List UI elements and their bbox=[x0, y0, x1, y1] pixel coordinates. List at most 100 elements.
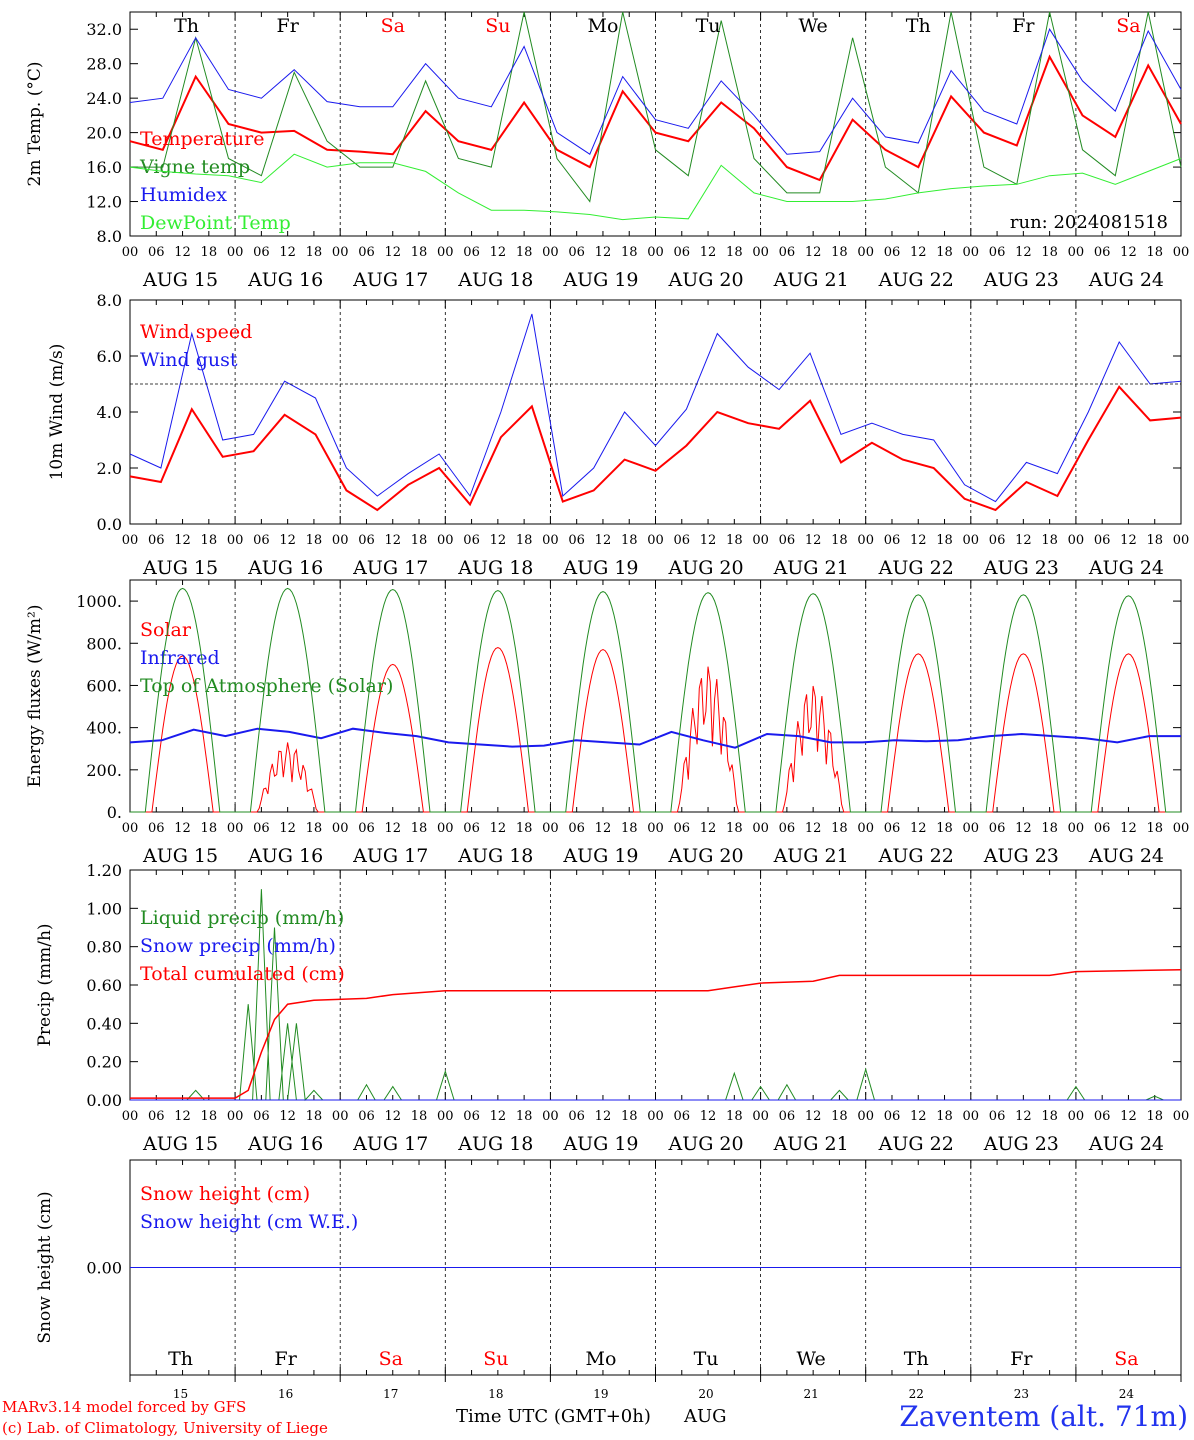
series-line-wind-speed bbox=[129, 385, 1182, 512]
hour-tick-label: 00 bbox=[227, 245, 244, 260]
hour-tick-label: 06 bbox=[148, 1109, 165, 1124]
hour-tick-label: 06 bbox=[463, 821, 480, 836]
date-label: AUG 16 bbox=[247, 845, 323, 867]
hour-tick-label: 00 bbox=[122, 821, 139, 836]
y-axis-label: 10m Wind (m/s) bbox=[47, 344, 67, 481]
hour-tick-label: 00 bbox=[1068, 821, 1085, 836]
hour-tick-label: 00 bbox=[647, 1109, 664, 1124]
hour-tick-label: 12 bbox=[384, 821, 401, 836]
hour-tick-label: 06 bbox=[989, 821, 1006, 836]
y-tick-label: 200. bbox=[86, 761, 122, 780]
y-tick-label: 0.0 bbox=[97, 515, 122, 534]
hour-tick-label: 00 bbox=[963, 245, 980, 260]
y-tick-label: 2.0 bbox=[97, 459, 122, 478]
hour-tick-label: 00 bbox=[857, 533, 874, 548]
hour-tick-label: 00 bbox=[857, 821, 874, 836]
date-label: AUG 21 bbox=[773, 269, 849, 291]
hour-tick-label: 18 bbox=[411, 245, 428, 260]
hour-tick-label: 06 bbox=[568, 533, 585, 548]
hour-tick-label: 00 bbox=[1068, 245, 1085, 260]
hour-tick-label: 00 bbox=[122, 245, 139, 260]
hour-tick-label: 18 bbox=[1041, 245, 1058, 260]
hour-tick-label: 18 bbox=[1146, 1109, 1163, 1124]
day-number-label: 23 bbox=[1014, 1387, 1029, 1401]
date-label: AUG 19 bbox=[562, 1133, 638, 1155]
date-label: AUG 21 bbox=[773, 1133, 849, 1155]
day-number-label: 17 bbox=[383, 1387, 398, 1401]
y-tick-label: 28.0 bbox=[86, 55, 122, 74]
hour-tick-label: 18 bbox=[831, 821, 848, 836]
hour-tick-label: 12 bbox=[700, 821, 717, 836]
hour-tick-label: 06 bbox=[148, 245, 165, 260]
hour-tick-label: 18 bbox=[726, 1109, 743, 1124]
hour-tick-label: 00 bbox=[752, 1109, 769, 1124]
date-label: AUG 18 bbox=[457, 269, 533, 291]
legend-entry: Wind speed bbox=[140, 321, 252, 343]
legend-entry: Wind gust bbox=[140, 349, 238, 371]
date-label: AUG 24 bbox=[1088, 557, 1164, 579]
hour-tick-label: 12 bbox=[700, 245, 717, 260]
date-label: AUG 24 bbox=[1088, 845, 1164, 867]
hour-tick-label: 18 bbox=[936, 245, 953, 260]
date-label: AUG 17 bbox=[352, 1133, 428, 1155]
y-tick-label: 16.0 bbox=[86, 158, 122, 177]
hour-tick-label: 00 bbox=[437, 245, 454, 260]
hour-tick-label: 06 bbox=[884, 533, 901, 548]
weekday-label-top: Fr bbox=[1012, 15, 1035, 37]
date-label: AUG 23 bbox=[983, 1133, 1059, 1155]
hour-tick-label: 18 bbox=[1146, 245, 1163, 260]
day-number-label: 16 bbox=[278, 1387, 293, 1401]
hour-tick-label: 00 bbox=[227, 533, 244, 548]
hour-tick-label: 06 bbox=[674, 245, 691, 260]
y-tick-label: 0.40 bbox=[86, 1014, 122, 1033]
day-number-label: 20 bbox=[698, 1387, 713, 1401]
day-number-label: 22 bbox=[909, 1387, 924, 1401]
hour-tick-label: 18 bbox=[936, 1109, 953, 1124]
hour-tick-label: 18 bbox=[411, 1109, 428, 1124]
hour-tick-label: 00 bbox=[963, 1109, 980, 1124]
weekday-label-bottom: Sa bbox=[1114, 1348, 1138, 1370]
y-axis-label: Precip (mm/h) bbox=[35, 923, 55, 1046]
date-label: AUG 23 bbox=[983, 845, 1059, 867]
legend-entry: Liquid precip (mm/h) bbox=[140, 907, 344, 929]
hour-tick-label: 06 bbox=[989, 1109, 1006, 1124]
hour-tick-label: 12 bbox=[595, 245, 612, 260]
date-label: AUG 18 bbox=[457, 1133, 533, 1155]
hour-tick-label: 06 bbox=[463, 1109, 480, 1124]
hour-tick-label: 18 bbox=[831, 533, 848, 548]
hour-tick-label: 00 bbox=[227, 1109, 244, 1124]
weekday-label-bottom: We bbox=[797, 1348, 826, 1370]
hour-tick-label: 12 bbox=[1120, 821, 1137, 836]
weekday-label-top: Sa bbox=[381, 15, 405, 37]
series-line-wind-gust bbox=[129, 313, 1182, 503]
date-label: AUG 16 bbox=[247, 269, 323, 291]
date-label: AUG 17 bbox=[352, 845, 428, 867]
hour-tick-label: 00 bbox=[752, 821, 769, 836]
legend-entry: Top of Atmosphere (Solar) bbox=[140, 675, 393, 697]
hour-tick-label: 00 bbox=[963, 533, 980, 548]
hour-tick-label: 06 bbox=[568, 1109, 585, 1124]
hour-tick-label: 18 bbox=[1041, 533, 1058, 548]
hour-tick-label: 00 bbox=[332, 245, 349, 260]
series-line-liquid-precip-mm-h- bbox=[130, 889, 1181, 1102]
hour-tick-label: 06 bbox=[884, 245, 901, 260]
day-number-label: 24 bbox=[1119, 1387, 1135, 1401]
hour-tick-label: 18 bbox=[936, 821, 953, 836]
date-label: AUG 20 bbox=[667, 269, 743, 291]
hour-tick-label: 12 bbox=[279, 1109, 296, 1124]
legend-entry: Total cumulated (cm) bbox=[140, 963, 345, 985]
hour-tick-label: 18 bbox=[306, 245, 323, 260]
date-label: AUG 15 bbox=[142, 269, 218, 291]
y-tick-label: 0. bbox=[107, 803, 122, 822]
weekday-label-top: Su bbox=[485, 15, 510, 37]
hour-tick-label: 18 bbox=[306, 821, 323, 836]
hour-tick-label: 12 bbox=[174, 821, 191, 836]
series-line-top-of-atmosphere-solar- bbox=[130, 587, 1181, 813]
hour-tick-label: 00 bbox=[857, 1109, 874, 1124]
hour-tick-label: 18 bbox=[1146, 533, 1163, 548]
hour-tick-label: 00 bbox=[752, 245, 769, 260]
hour-tick-label: 06 bbox=[779, 1109, 796, 1124]
date-label: AUG 21 bbox=[773, 845, 849, 867]
hour-tick-label: 12 bbox=[1015, 821, 1032, 836]
hour-tick-label: 06 bbox=[253, 245, 270, 260]
